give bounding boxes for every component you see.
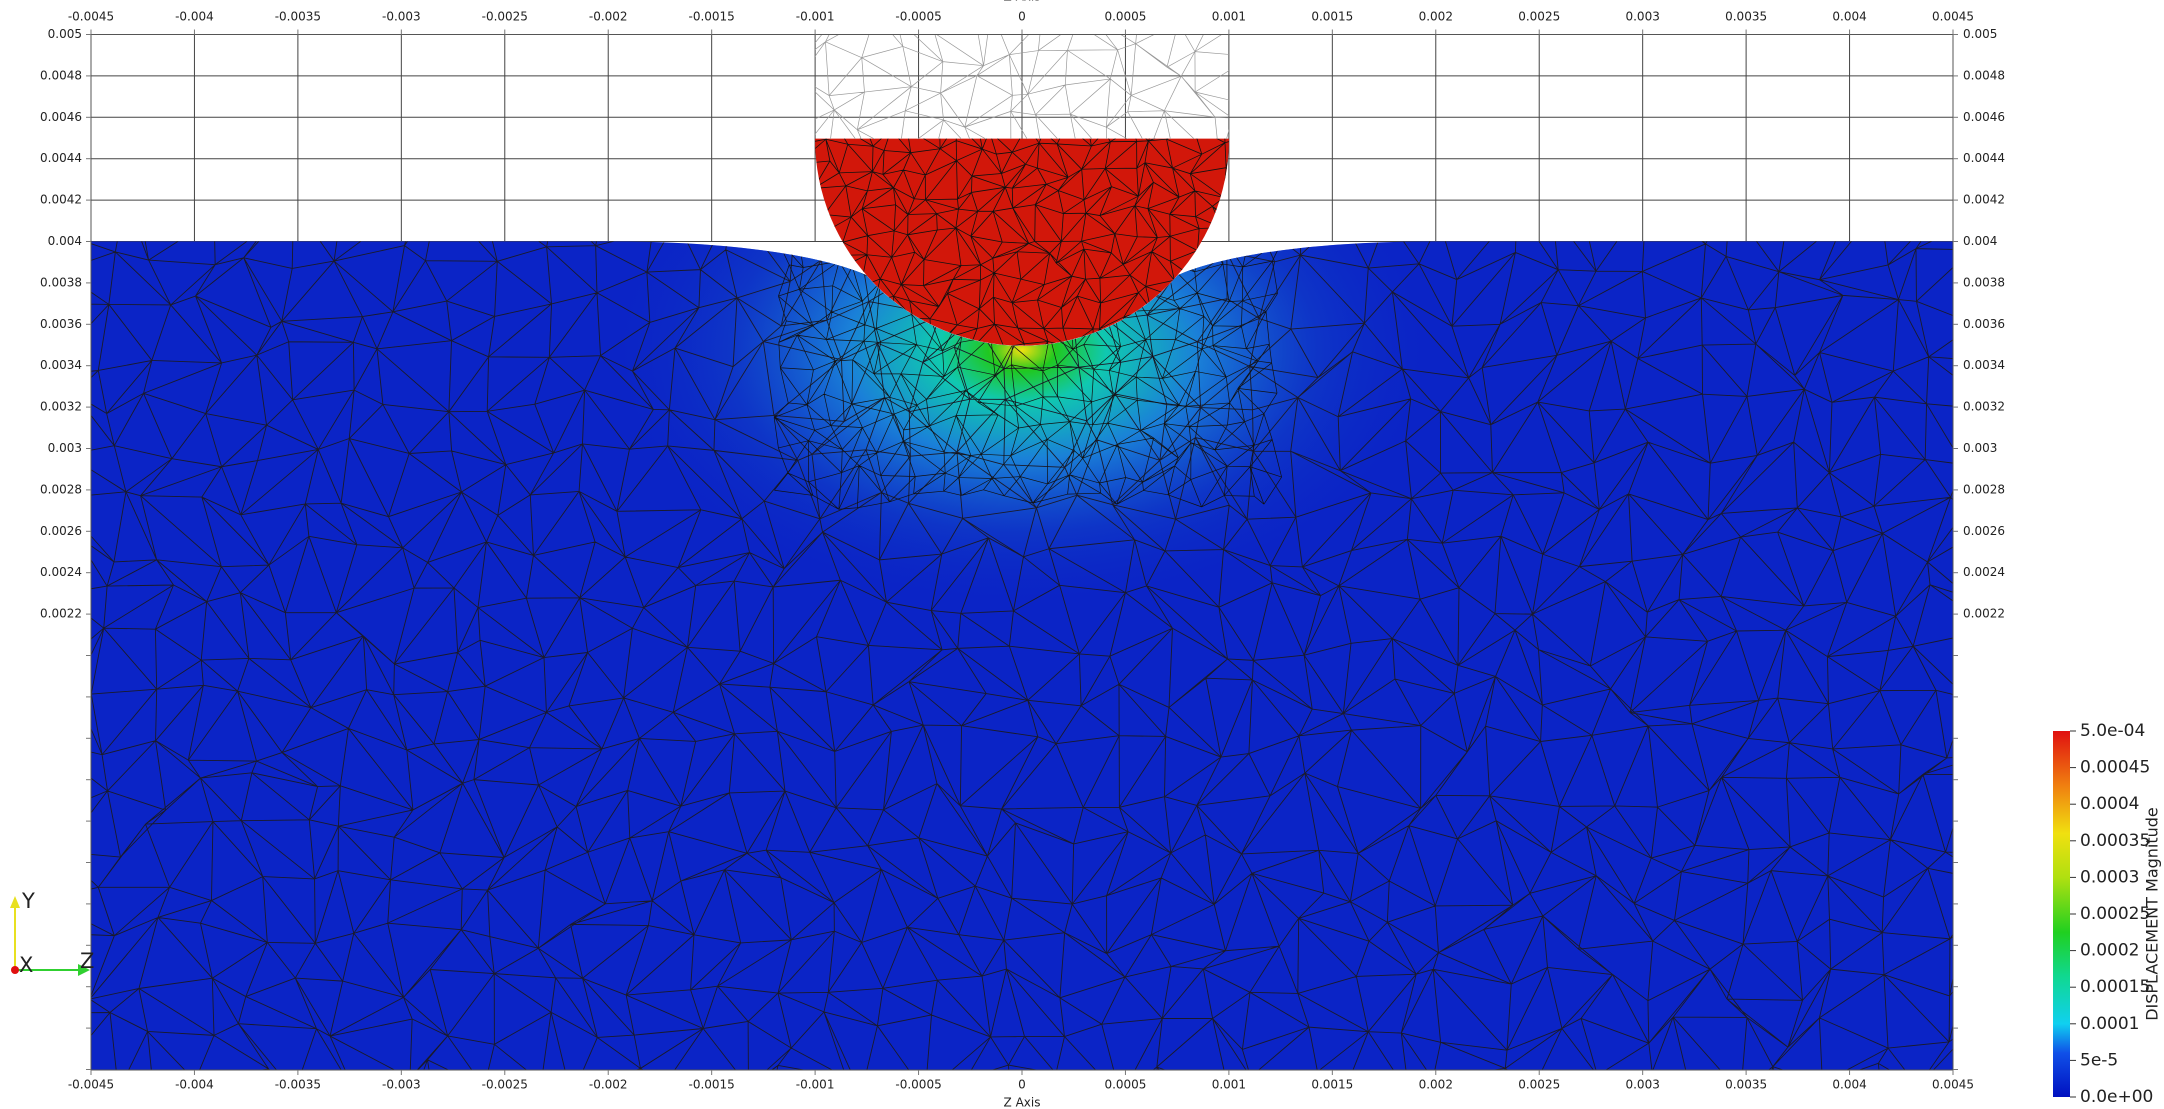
- colorbar-label: 0.0003: [2080, 867, 2139, 887]
- x-tick-label-top: 0.0015: [1311, 10, 1353, 24]
- x-tick-label-top: 0.001: [1212, 10, 1246, 24]
- y-tick-label-left: 0.0024: [40, 565, 82, 579]
- x-tick-label-top: 0.0035: [1725, 10, 1767, 24]
- x-tick-label-top: -0.0025: [482, 10, 528, 24]
- x-axis-dot: [11, 966, 19, 974]
- y-tick-label-right: 0.004: [1963, 234, 1997, 248]
- y-tick-label-right: 0.0042: [1963, 193, 2005, 207]
- colorbar-label: 0.0e+00: [2080, 1087, 2153, 1107]
- y-tick-label-right: 0.0036: [1963, 317, 2005, 331]
- mesh-edges: [91, 241, 1953, 1070]
- block-mesh: [91, 241, 1953, 1070]
- x-tick-label-bottom: -0.0025: [482, 1078, 528, 1092]
- y-tick-label-left: 0.0036: [40, 317, 82, 331]
- y-tick-label-left: 0.0032: [40, 400, 82, 414]
- colorbar-label: 0.00025: [2080, 904, 2150, 924]
- y-arrow-head: [10, 896, 20, 908]
- y-tick-label-left: 0.0048: [40, 68, 82, 82]
- x-tick-label-bottom: 0: [1018, 1078, 1026, 1092]
- x-tick-label-bottom: 0.004: [1832, 1078, 1866, 1092]
- x-tick-label-bottom: 0.0045: [1932, 1078, 1974, 1092]
- x-tick-label-top: 0.003: [1625, 10, 1659, 24]
- y-tick-label-left: 0.0028: [40, 482, 82, 496]
- x-tick-label-bottom: 0.0005: [1104, 1078, 1146, 1092]
- x-tick-label-top: -0.0005: [895, 10, 941, 24]
- y-tick-label-left: 0.0026: [40, 524, 82, 538]
- orient-x: X: [19, 953, 33, 977]
- x-tick-label-bottom: -0.0005: [895, 1078, 941, 1092]
- x-tick-label-top: 0.0005: [1104, 10, 1146, 24]
- x-tick-label-top: -0.0045: [68, 10, 114, 24]
- y-tick-label-right: 0.0024: [1963, 565, 2005, 579]
- x-tick-label-top: 0: [1018, 10, 1026, 24]
- y-tick-label-right: 0.0038: [1963, 275, 2005, 289]
- y-tick-label-right: 0.0046: [1963, 110, 2005, 124]
- y-tick-label-right: 0.0028: [1963, 482, 2005, 496]
- axis-labels: -0.0045 -0.0045 -0.004 -0.004 -0.0035 -0.0035…: [40, 0, 2005, 1109]
- x-axis-title-bottom: Z Axis: [1004, 1096, 1041, 1109]
- x-tick-label-top: 0.002: [1419, 10, 1453, 24]
- y-tick-label-left: 0.004: [48, 234, 82, 248]
- colorbar-label: 5e-5: [2080, 1050, 2118, 1070]
- y-tick-label-left: 0.003: [48, 441, 82, 455]
- x-tick-label-bottom: 0.003: [1625, 1078, 1659, 1092]
- y-tick-label-right: 0.0026: [1963, 524, 2005, 538]
- x-tick-label-bottom: 0.0025: [1518, 1078, 1560, 1092]
- y-tick-label-right: 0.003: [1963, 441, 1997, 455]
- x-tick-label-top: 0.004: [1832, 10, 1866, 24]
- colorbar-label: 0.00045: [2080, 758, 2150, 778]
- x-axis-title-top: Z Axis: [1004, 0, 1041, 4]
- colorbar: [2053, 731, 2070, 1097]
- y-tick-label-left: 0.0044: [40, 151, 82, 165]
- colorbar-label: 0.0004: [2080, 794, 2139, 814]
- x-tick-label-top: -0.0035: [275, 10, 321, 24]
- x-tick-label-bottom: -0.0045: [68, 1078, 114, 1092]
- colorbar-label: 0.0002: [2080, 941, 2139, 961]
- ball-top-wireframe: [815, 34, 1229, 139]
- x-tick-label-bottom: -0.0015: [689, 1078, 735, 1092]
- colorbar-label: 5.0e-04: [2080, 721, 2145, 741]
- orientation-axes: Y X Z: [10, 889, 94, 977]
- x-tick-label-top: -0.004: [175, 10, 214, 24]
- x-tick-label-top: 0.0045: [1932, 10, 1974, 24]
- y-tick-label-right: 0.005: [1963, 27, 1997, 41]
- x-tick-label-bottom: -0.0035: [275, 1078, 321, 1092]
- x-tick-label-bottom: 0.002: [1419, 1078, 1453, 1092]
- x-tick-label-top: -0.002: [589, 10, 628, 24]
- x-tick-label-bottom: 0.0015: [1311, 1078, 1353, 1092]
- colorbar-label: 0.00015: [2080, 977, 2150, 997]
- y-tick-label-right: 0.0032: [1963, 400, 2005, 414]
- colorbar-title: DISPLACEMENT Magnitude: [2143, 807, 2162, 1021]
- y-tick-label-right: 0.0034: [1963, 358, 2005, 372]
- y-tick-label-left: 0.005: [48, 27, 82, 41]
- x-tick-label-bottom: -0.003: [382, 1078, 421, 1092]
- y-tick-label-left: 0.0046: [40, 110, 82, 124]
- x-tick-label-bottom: -0.001: [796, 1078, 835, 1092]
- colorbar-label: 0.00035: [2080, 831, 2150, 851]
- y-tick-label-right: 0.0044: [1963, 151, 2005, 165]
- displacement-field: [91, 241, 1953, 1070]
- y-tick-label-right: 0.0022: [1963, 607, 2005, 621]
- orient-y: Y: [21, 889, 35, 913]
- x-tick-label-top: -0.003: [382, 10, 421, 24]
- x-tick-label-top: 0.0025: [1518, 10, 1560, 24]
- z-arrow-head: [78, 964, 90, 976]
- x-tick-label-top: -0.001: [796, 10, 835, 24]
- y-tick-label-left: 0.0034: [40, 358, 82, 372]
- x-tick-label-bottom: -0.004: [175, 1078, 214, 1092]
- x-tick-label-top: -0.0015: [689, 10, 735, 24]
- y-tick-label-left: 0.0022: [40, 607, 82, 621]
- y-tick-label-right: 0.0048: [1963, 68, 2005, 82]
- y-tick-label-left: 0.0042: [40, 193, 82, 207]
- mesh-edges: [815, 34, 1229, 139]
- x-tick-label-bottom: 0.001: [1212, 1078, 1246, 1092]
- y-tick-label-left: 0.0038: [40, 275, 82, 289]
- colorbar-label: 0.0001: [2080, 1014, 2139, 1034]
- x-tick-label-bottom: 0.0035: [1725, 1078, 1767, 1092]
- orient-z: Z: [80, 949, 94, 973]
- x-tick-label-bottom: -0.002: [589, 1078, 628, 1092]
